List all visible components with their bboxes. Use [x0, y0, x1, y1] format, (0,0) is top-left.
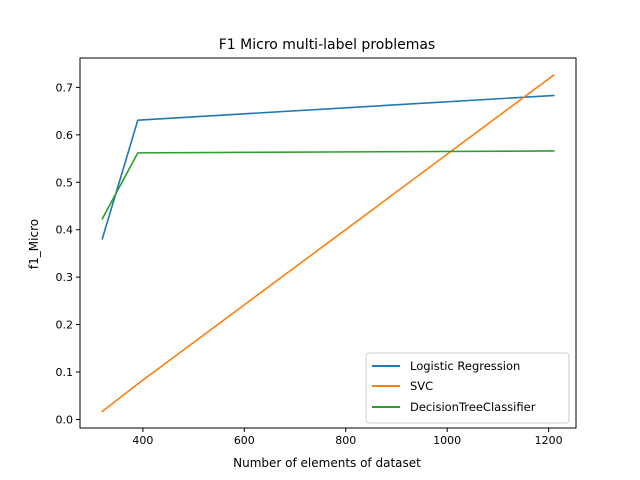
ticks-layer: 400 600 800 1000 1200 0.0 0.1 0.2 0.3 0.4 0.5 0.6 0.… [56, 81, 563, 447]
y-tick-label: 0.3 [56, 271, 74, 284]
x-axis-label: Number of elements of dataset [233, 456, 421, 470]
chart-title: F1 Micro multi-label problemas [219, 37, 435, 53]
y-tick-label: 0.0 [56, 413, 74, 426]
legend-label-svc: SVC [410, 379, 433, 393]
series-line-1 [101, 73, 555, 413]
x-tick-label: 800 [335, 434, 356, 447]
y-tick-label: 0.1 [56, 366, 74, 379]
y-tick-label: 0.5 [56, 176, 74, 189]
series-layer [101, 73, 555, 413]
legend: Logistic Regression SVC DecisionTreeClas… [365, 352, 570, 424]
legend-label-decision-tree: DecisionTreeClassifier [410, 400, 536, 414]
y-tick-label: 0.6 [56, 129, 74, 142]
series-line-0 [101, 94, 555, 240]
y-axis-label: f1_Micro [27, 219, 41, 269]
y-tick-label: 0.4 [56, 224, 74, 237]
legend-label-logistic-regression: Logistic Regression [410, 359, 520, 373]
x-tick-label: 1200 [535, 434, 563, 447]
x-tick-label: 600 [234, 434, 255, 447]
y-tick-label: 0.7 [56, 81, 74, 94]
x-tick-label: 1000 [433, 434, 461, 447]
x-tick-label: 400 [132, 434, 153, 447]
y-tick-label: 0.2 [56, 319, 74, 332]
legend-box [365, 352, 570, 424]
plot-frame [79, 57, 577, 429]
series-line-2 [101, 150, 555, 220]
